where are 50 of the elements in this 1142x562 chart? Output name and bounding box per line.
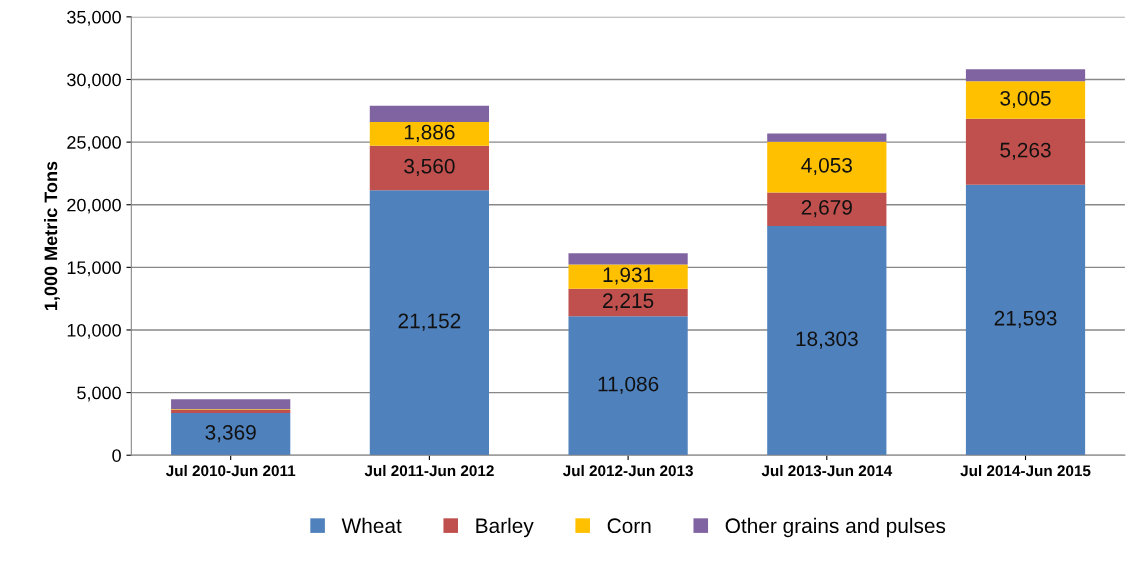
bar	[767, 225, 887, 456]
bar	[369, 122, 489, 146]
data-label: 21,152	[398, 313, 461, 331]
data-label: 2,679	[801, 200, 852, 218]
data-label: 1,931	[603, 267, 654, 285]
bar	[767, 192, 887, 226]
y-tick-label: 5,000	[77, 386, 121, 402]
bar	[171, 413, 291, 456]
data-label: 3,369	[205, 424, 256, 443]
x-tick-label: Jul 2012-Jun 2013	[562, 464, 693, 477]
legend-label: Barley	[476, 517, 534, 538]
y-tick-label: 30,000	[67, 73, 121, 89]
x-tick-label: Jul 2011-Jun 2012	[364, 464, 494, 477]
legend-label: Corn	[607, 518, 651, 534]
y-tick-label: 0	[112, 449, 121, 462]
legend-label: Other grains and pulses	[725, 517, 946, 538]
bar	[767, 133, 887, 142]
bar	[369, 145, 489, 191]
data-label: 21,593	[994, 310, 1057, 329]
y-tick-label: 35,000	[67, 10, 121, 26]
y-tick-label: 10,000	[67, 323, 121, 339]
bar	[369, 190, 489, 456]
bar	[171, 409, 291, 414]
x-tick-label: Jul 2013-Jun 2014	[761, 464, 893, 477]
data-label: 4,053	[801, 157, 852, 176]
legend-label: Wheat	[341, 517, 402, 534]
data-label: 1,886	[404, 124, 455, 142]
bar	[568, 288, 688, 317]
y-tick-label: 25,000	[67, 136, 121, 151]
bar	[965, 69, 1086, 82]
data-label: 18,303	[796, 331, 858, 349]
bar	[568, 253, 688, 265]
bar	[369, 105, 489, 123]
data-label: 11,086	[598, 376, 659, 394]
y-tick-label: 20,000	[67, 198, 121, 214]
y-tick-label: 15,000	[67, 261, 121, 277]
data-label: 2,215	[603, 293, 654, 311]
bar	[965, 184, 1086, 456]
data-label: 3,005	[1000, 90, 1051, 109]
bar	[568, 264, 688, 289]
data-label: 3,560	[404, 158, 455, 177]
bar	[767, 141, 887, 193]
x-tick-label: Jul 2014-Jun 2015	[960, 464, 1091, 477]
bar	[965, 81, 1086, 119]
data-label: 5,263	[1000, 142, 1051, 160]
bar	[568, 316, 688, 456]
x-tick-label: Jul 2010-Jun 2011	[165, 464, 296, 477]
bar	[965, 118, 1086, 185]
y-axis-title: 1,000 Metric Tons	[44, 161, 60, 310]
bar	[171, 399, 291, 410]
